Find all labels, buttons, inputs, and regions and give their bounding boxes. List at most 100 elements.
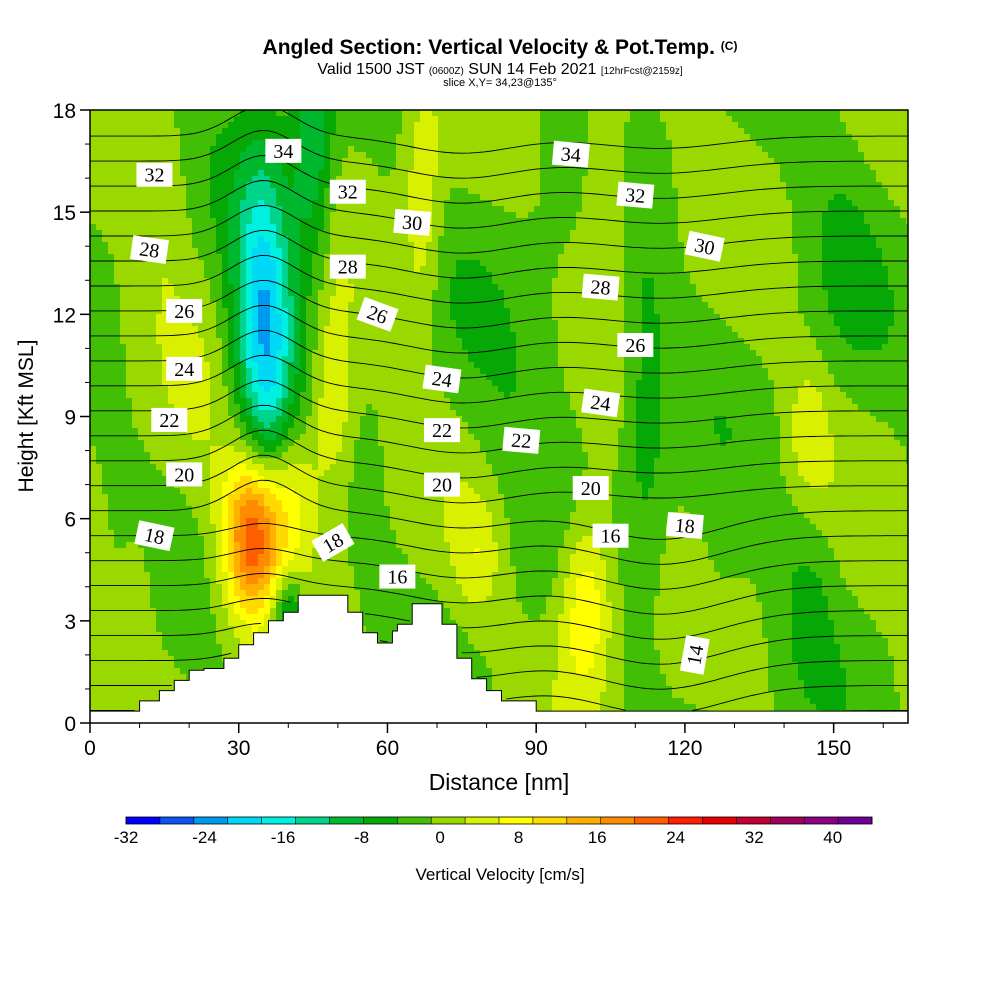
field-cell [306,206,313,213]
field-cell [162,506,169,513]
field-cell [186,200,193,207]
field-cell [132,692,139,699]
field-cell [228,344,235,351]
field-cell [150,398,157,405]
field-cell [234,470,241,477]
field-cell [108,422,115,429]
field-cell [264,410,271,417]
field-cell [180,650,187,657]
field-cell [90,626,97,633]
field-cell [138,578,145,585]
field-cell [324,356,331,363]
field-cell [372,134,379,141]
field-cell [348,170,355,177]
field-cell [216,506,223,513]
field-cell [222,386,229,393]
field-cell [306,524,313,531]
field-cell [216,398,223,405]
field-cell [180,284,187,291]
field-cell [246,578,253,585]
field-cell [210,638,217,645]
field-cell [114,500,121,507]
field-cell [132,518,139,525]
field-cell [222,176,229,183]
field-cell [216,194,223,201]
field-cell [222,638,229,645]
field-cell [252,524,259,531]
field-cell [114,278,121,285]
field-cell [378,110,385,117]
field-cell [138,386,145,393]
field-cell [186,386,193,393]
field-cell [180,380,187,387]
field-cell [294,608,301,615]
field-cell [120,278,127,285]
field-cell [150,218,157,225]
field-cell [204,242,211,249]
field-cell [300,554,307,561]
field-cell [180,236,187,243]
field-cell [276,422,283,429]
field-cell [354,578,361,585]
field-cell [96,590,103,597]
field-cell [348,212,355,219]
field-cell [222,314,229,321]
field-cell [138,602,145,609]
field-cell [294,602,301,609]
field-cell [234,452,241,459]
field-cell [102,488,109,495]
field-cell [228,536,235,543]
field-cell [150,368,157,375]
field-cell [336,578,343,585]
field-cell [288,326,295,333]
field-cell [228,590,235,597]
field-cell [312,290,319,297]
field-cell [246,512,253,519]
field-cell [216,368,223,375]
field-cell [114,380,121,387]
field-cell [108,350,115,357]
field-cell [108,188,115,195]
field-cell [186,512,193,519]
field-cell [192,110,199,117]
field-cell [264,542,271,549]
field-cell [300,488,307,495]
field-cell [258,470,265,477]
field-cell [252,512,259,519]
field-cell [126,494,133,501]
field-cell [120,350,127,357]
field-cell [120,236,127,243]
field-cell [162,620,169,627]
field-cell [282,122,289,129]
field-cell [120,620,127,627]
field-cell [108,128,115,135]
field-cell [270,122,277,129]
field-cell [234,494,241,501]
field-cell [348,494,355,501]
field-cell [330,398,337,405]
field-cell [312,470,319,477]
field-cell [228,320,235,327]
field-cell [114,668,121,675]
field-cell [270,212,277,219]
field-cell [126,200,133,207]
field-cell [204,200,211,207]
field-cell [192,236,199,243]
field-cell [192,584,199,591]
field-cell [246,620,253,627]
field-cell [360,464,367,471]
field-cell [228,494,235,501]
field-cell [228,602,235,609]
field-cell [198,620,205,627]
field-cell [234,602,241,609]
field-cell [216,320,223,327]
field-cell [300,452,307,459]
field-cell [240,152,247,159]
field-cell [174,656,181,663]
field-cell [204,452,211,459]
field-cell [240,554,247,561]
field-cell [210,446,217,453]
field-cell [270,236,277,243]
field-cell [366,470,373,477]
field-cell [102,704,109,711]
